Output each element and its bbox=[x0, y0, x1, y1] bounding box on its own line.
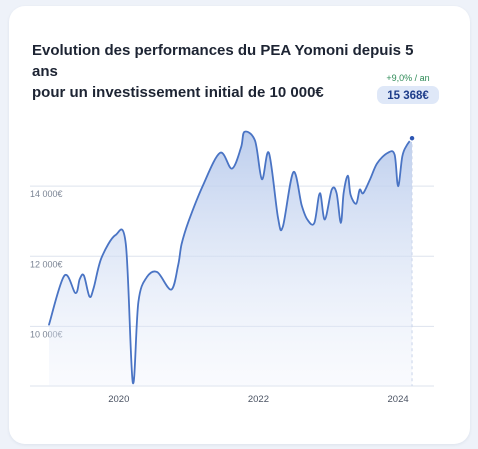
x-tick-label: 2020 bbox=[108, 394, 129, 405]
final-value-marker[interactable] bbox=[408, 134, 416, 142]
data-point[interactable] bbox=[367, 176, 373, 182]
data-point[interactable] bbox=[144, 274, 150, 280]
data-point[interactable] bbox=[392, 152, 398, 158]
data-point[interactable] bbox=[385, 150, 391, 156]
data-point[interactable] bbox=[91, 285, 97, 291]
data-point[interactable] bbox=[395, 183, 401, 189]
data-point[interactable] bbox=[229, 166, 235, 172]
data-point[interactable] bbox=[317, 190, 323, 196]
data-point[interactable] bbox=[200, 183, 206, 189]
x-tick-label: 2024 bbox=[388, 394, 409, 405]
data-point[interactable] bbox=[348, 192, 354, 198]
data-point[interactable] bbox=[242, 129, 248, 135]
data-point[interactable] bbox=[175, 262, 181, 268]
x-axis-ticks: 2020 2022 2024 bbox=[108, 394, 408, 405]
data-point[interactable] bbox=[360, 190, 366, 196]
chart-title: Evolution des performances du PEA Yomoni… bbox=[32, 40, 432, 103]
data-point[interactable] bbox=[275, 215, 281, 221]
data-point[interactable] bbox=[311, 220, 317, 226]
y-tick-label: 14 000€ bbox=[30, 189, 63, 199]
data-point[interactable] bbox=[130, 380, 136, 386]
data-point[interactable] bbox=[374, 160, 380, 166]
chart-title-line1: Evolution des performances du PEA Yomoni… bbox=[32, 42, 414, 80]
data-point[interactable] bbox=[404, 143, 410, 149]
data-point[interactable] bbox=[98, 255, 104, 261]
data-point[interactable] bbox=[280, 224, 286, 230]
data-point[interactable] bbox=[304, 217, 310, 223]
data-point[interactable] bbox=[112, 232, 118, 238]
x-tick-label: 2022 bbox=[248, 394, 269, 405]
data-point[interactable] bbox=[61, 273, 67, 279]
y-tick-label: 10 000€ bbox=[30, 329, 63, 339]
data-point[interactable] bbox=[266, 150, 272, 156]
data-point[interactable] bbox=[87, 294, 93, 300]
data-point[interactable] bbox=[345, 173, 351, 179]
annual-growth-label: +9,0% / an bbox=[386, 73, 429, 83]
data-point[interactable] bbox=[154, 269, 160, 275]
final-value-badge bbox=[377, 86, 440, 104]
data-point[interactable] bbox=[135, 299, 141, 305]
data-point[interactable] bbox=[329, 187, 335, 193]
data-point[interactable] bbox=[259, 176, 265, 182]
data-point[interactable] bbox=[334, 190, 340, 196]
data-point[interactable] bbox=[73, 290, 79, 296]
data-point[interactable] bbox=[186, 218, 192, 224]
data-point[interactable] bbox=[338, 220, 344, 226]
data-point[interactable] bbox=[322, 217, 328, 223]
data-point[interactable] bbox=[238, 145, 244, 151]
data-point[interactable] bbox=[299, 202, 305, 208]
data-point[interactable] bbox=[290, 169, 296, 175]
data-point[interactable] bbox=[399, 153, 405, 159]
performance-line bbox=[48, 130, 413, 385]
data-point[interactable] bbox=[353, 201, 359, 207]
data-point[interactable] bbox=[81, 273, 87, 279]
final-value-label: 15 368€ bbox=[387, 90, 429, 102]
y-axis-ticks: 10 000€ 12 000€ 14 000€ bbox=[30, 189, 63, 339]
y-tick-label: 12 000€ bbox=[30, 259, 63, 269]
chart-title-line2: pour un investissement initial de 10 000… bbox=[32, 84, 324, 101]
data-point[interactable] bbox=[217, 150, 223, 156]
performance-area bbox=[49, 131, 412, 386]
data-point[interactable] bbox=[168, 287, 174, 293]
data-point[interactable] bbox=[252, 138, 258, 144]
data-point[interactable] bbox=[341, 190, 347, 196]
data-point[interactable] bbox=[46, 322, 52, 328]
data-point[interactable] bbox=[179, 241, 185, 247]
data-point[interactable] bbox=[123, 241, 129, 247]
